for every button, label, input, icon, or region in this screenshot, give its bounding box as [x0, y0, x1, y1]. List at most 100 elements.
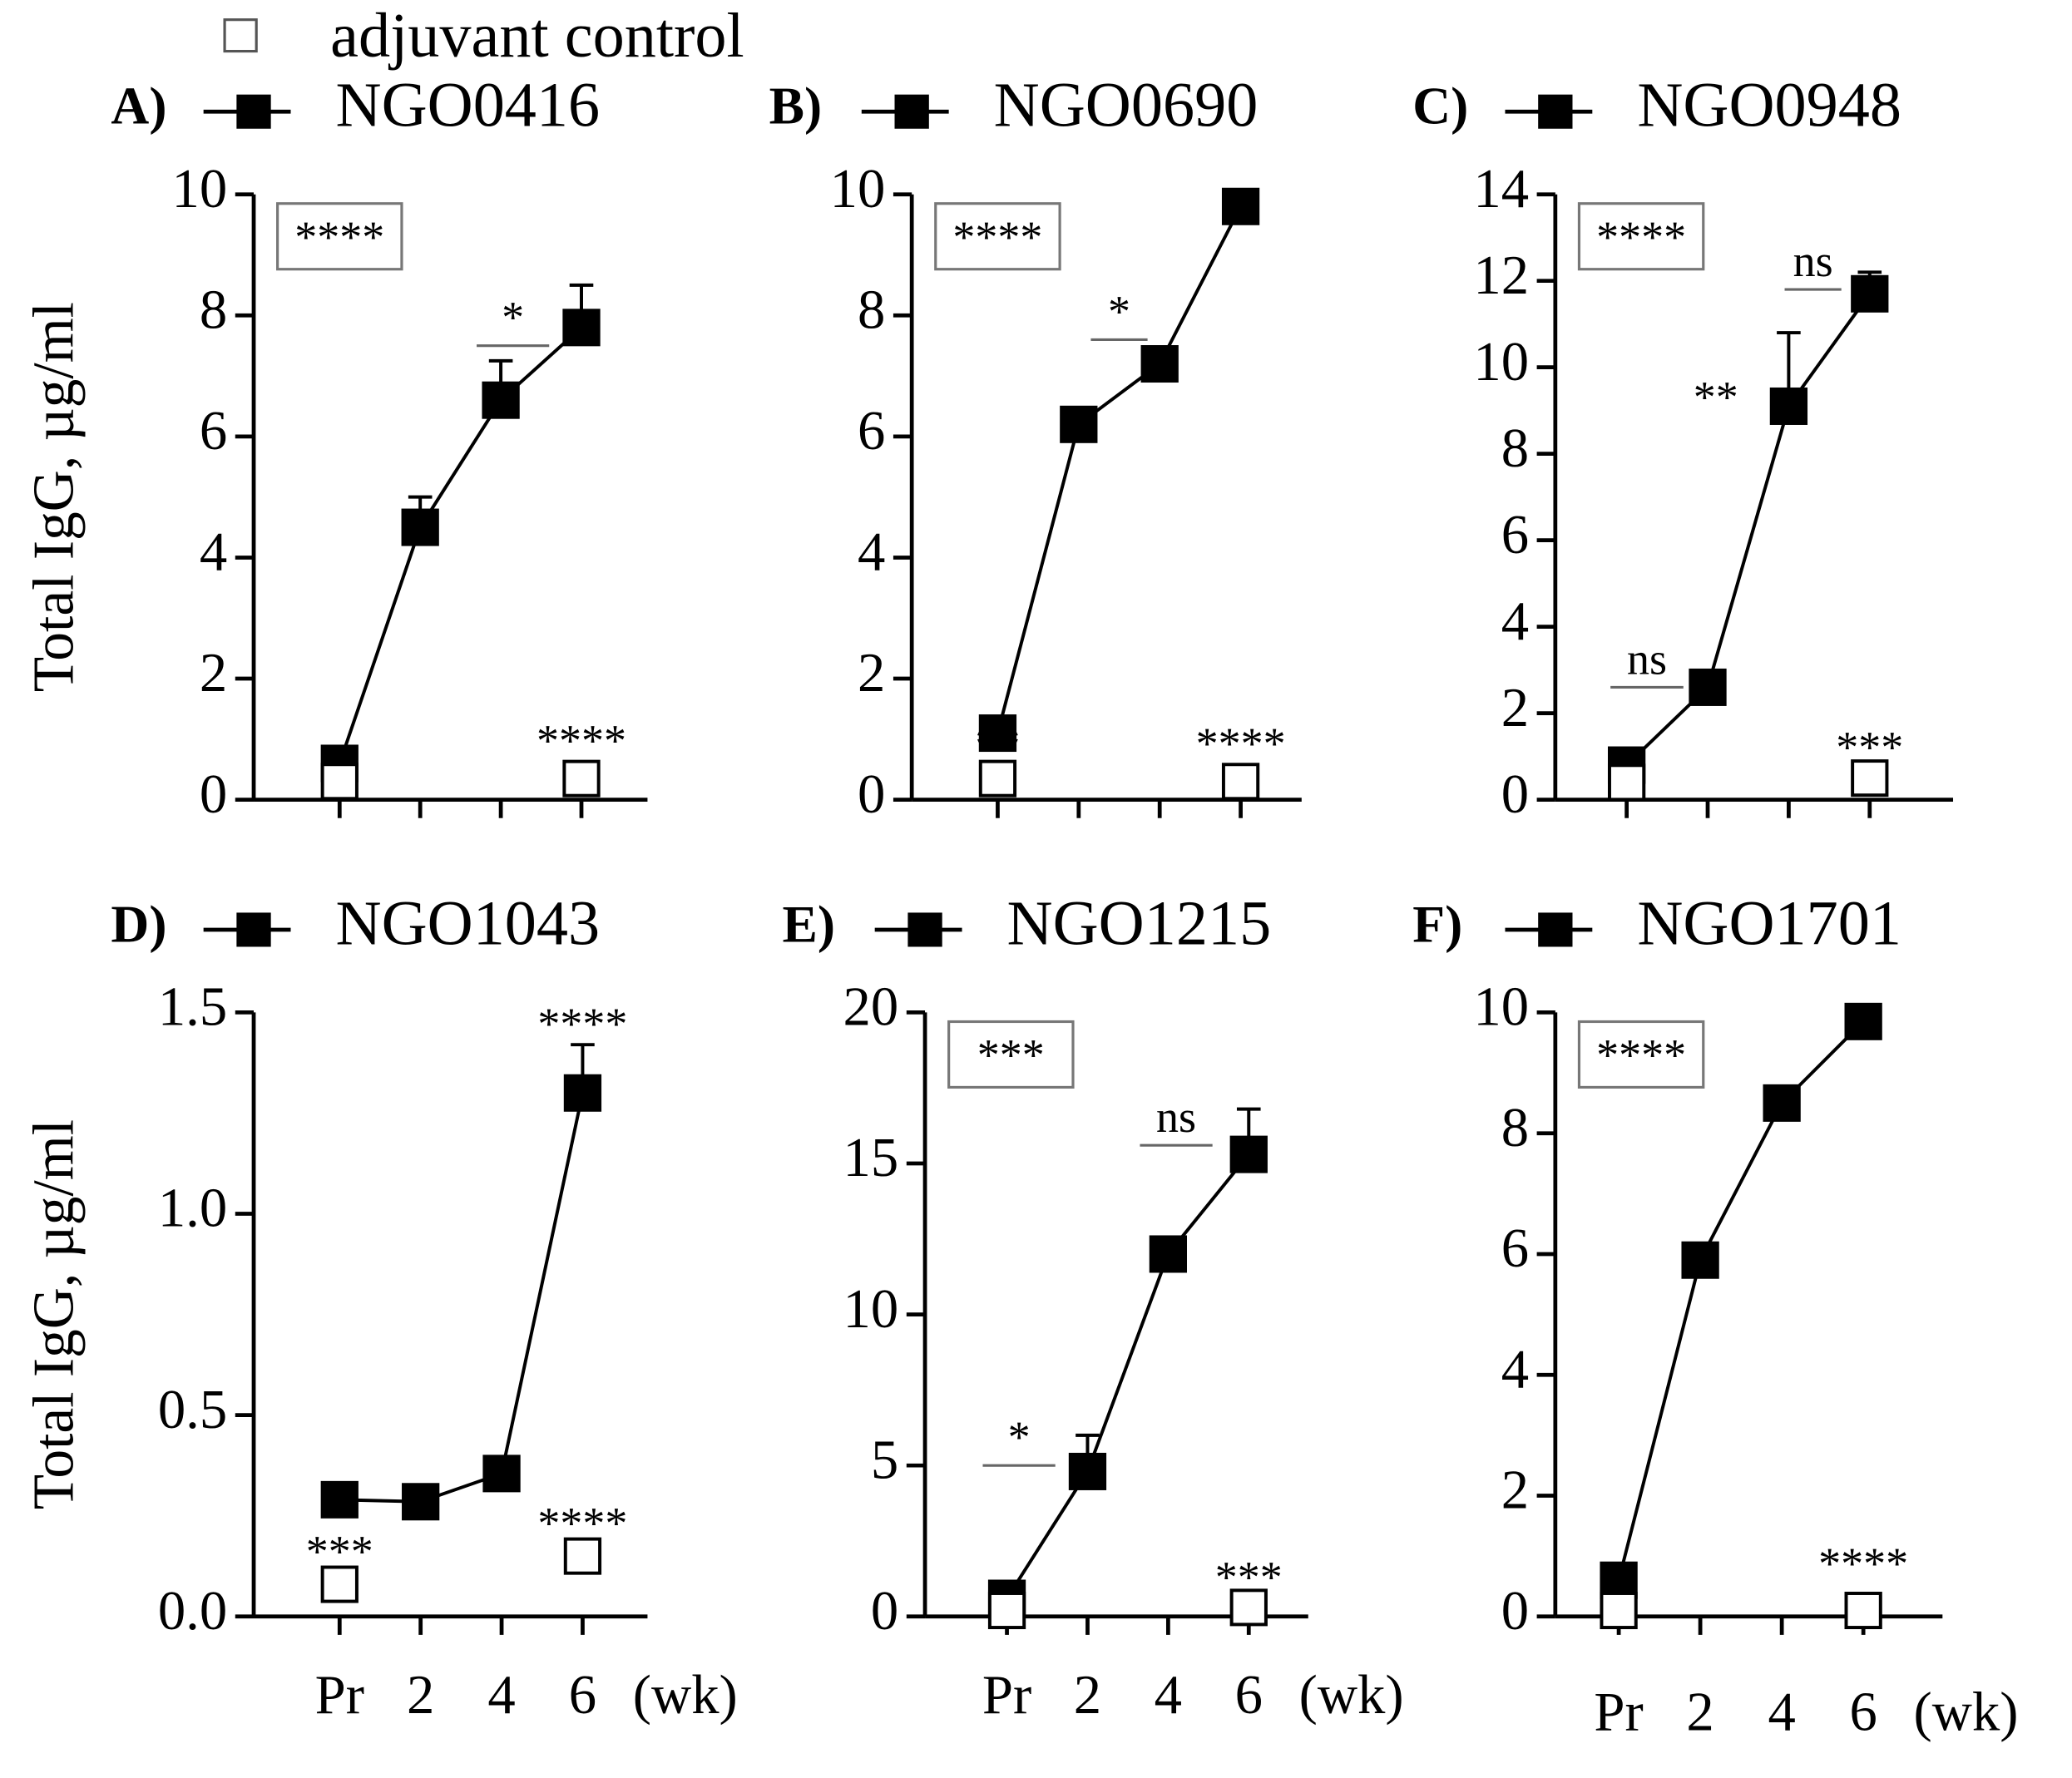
y-tick-label: 6 [200, 401, 227, 462]
marker [1851, 274, 1889, 313]
panel-label: F) [1412, 896, 1462, 954]
y-tick-label: 8 [1501, 1098, 1529, 1158]
marker [401, 508, 439, 546]
significance-text: * [1008, 1412, 1031, 1462]
marker [1060, 405, 1098, 443]
x-tick-label: 6 [569, 1665, 596, 1726]
significance-text: *** [1836, 723, 1903, 773]
y-tick-label: 1.0 [158, 1178, 227, 1239]
marker [320, 1480, 359, 1519]
marker [1689, 668, 1727, 706]
control-marker [1844, 1592, 1882, 1630]
x-tick-label: 4 [1155, 1665, 1182, 1726]
significance-box [934, 202, 1061, 271]
control-marker [320, 1565, 359, 1603]
significance-text: *** [1215, 1552, 1283, 1602]
y-tick-label: 0 [858, 764, 885, 825]
y-tick-label: 2 [1501, 678, 1529, 738]
significance-box-text: **** [294, 212, 384, 262]
x-tick-label: 6 [1235, 1665, 1263, 1726]
legend-marker [1538, 912, 1573, 947]
marker [1068, 1452, 1107, 1490]
x-tick-label: 2 [1074, 1665, 1101, 1726]
y-tick-label: 10 [1473, 977, 1529, 1038]
significance-box-text: *** [977, 1030, 1045, 1080]
legend-marker [894, 94, 929, 129]
marker [482, 381, 520, 419]
significance-text: * [502, 293, 524, 343]
x-tick-label: 2 [407, 1665, 434, 1726]
significance-box-text: **** [1596, 1030, 1686, 1080]
y-tick-label: 6 [1501, 505, 1529, 566]
x-tick-label: 2 [1686, 1682, 1713, 1743]
series-line [1625, 293, 1872, 767]
y-tick-label: 0 [1501, 764, 1529, 825]
marker [482, 1455, 521, 1493]
legend-marker [236, 912, 271, 947]
x-tick-label: 4 [1768, 1682, 1795, 1743]
panel-label: E) [782, 896, 835, 954]
legend-marker [907, 912, 942, 947]
control-marker [1600, 1592, 1638, 1630]
y-axis-label: Total IgG, µg/ml [22, 302, 86, 692]
marker [1221, 187, 1260, 225]
series-line [339, 1092, 585, 1504]
series-name: NGO0948 [1637, 71, 1901, 141]
significance-text: ** [1694, 373, 1738, 422]
significance-text: **** [537, 999, 627, 1049]
y-tick-label: 1.5 [158, 977, 227, 1038]
marker [402, 1483, 440, 1521]
series-line [1617, 1020, 1865, 1581]
y-tick-label: 10 [1473, 332, 1529, 393]
x-tick-label: Pr [315, 1665, 364, 1726]
control-marker [1607, 763, 1646, 802]
significance-box [1577, 202, 1705, 271]
significance-box [947, 1020, 1075, 1089]
x-tick-label: Pr [1594, 1682, 1643, 1743]
y-tick-label: 6 [858, 401, 885, 462]
legend-marker [1538, 94, 1573, 129]
marker [1149, 1235, 1188, 1273]
marker [978, 714, 1017, 753]
marker [1844, 1002, 1882, 1040]
x-unit: (wk) [633, 1665, 738, 1726]
control-marker [562, 759, 601, 798]
y-axis-label: Total IgG, µg/ml [22, 1119, 86, 1509]
significance-box [1577, 1020, 1705, 1089]
panel-label: B) [769, 77, 823, 136]
significance-text: **** [1196, 719, 1286, 768]
panel-label: C) [1412, 77, 1468, 136]
panel-label: D) [111, 896, 166, 954]
control-marker [1221, 763, 1260, 801]
significance-box [276, 202, 403, 271]
control-legend: adjuvant control [330, 1, 744, 71]
y-tick-label: 10 [830, 159, 886, 220]
series-name: NGO1701 [1637, 889, 1901, 959]
significance-box-text: **** [952, 212, 1042, 262]
x-tick-label: 4 [487, 1665, 515, 1726]
y-tick-label: 2 [1501, 1460, 1529, 1521]
panel-label: A) [111, 77, 166, 136]
significance-text: ns [1156, 1092, 1196, 1142]
y-tick-label: 5 [871, 1430, 898, 1491]
marker [1681, 1241, 1719, 1279]
y-tick-label: 6 [1501, 1218, 1529, 1279]
series-name: NGO0690 [994, 71, 1259, 141]
control-marker [563, 1537, 602, 1575]
y-tick-label: 4 [858, 522, 885, 583]
y-tick-label: 4 [1501, 591, 1529, 652]
y-tick-label: 4 [200, 522, 227, 583]
y-tick-label: 2 [200, 643, 227, 704]
series-name: NGO1043 [336, 889, 601, 959]
y-tick-label: 0.0 [158, 1581, 227, 1642]
y-tick-label: 2 [858, 643, 885, 704]
significance-text: ns [1627, 634, 1667, 684]
y-tick-label: 4 [1501, 1340, 1529, 1400]
x-unit: (wk) [1299, 1665, 1404, 1726]
significance-text: *** [306, 1527, 373, 1577]
y-tick-label: 10 [843, 1279, 899, 1340]
y-tick-label: 0 [200, 764, 227, 825]
control-marker [1851, 759, 1889, 798]
